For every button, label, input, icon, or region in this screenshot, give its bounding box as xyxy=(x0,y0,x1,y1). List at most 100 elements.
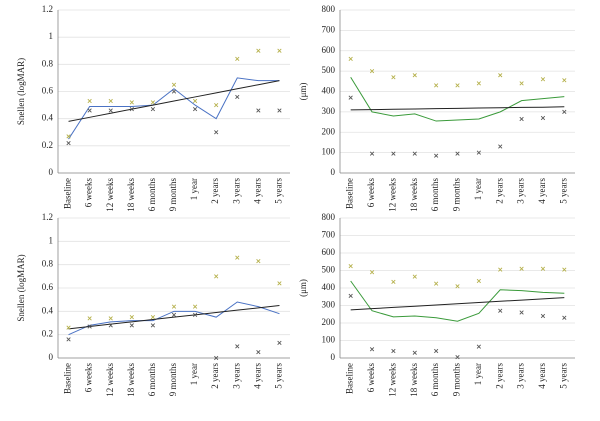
x-marker xyxy=(562,109,567,114)
x-marker xyxy=(66,140,71,146)
x-marker xyxy=(214,102,219,108)
x-tick-label: 2 years xyxy=(210,363,220,389)
y-tick-label: 0 xyxy=(49,167,54,177)
x-tick-label: 12 weeks xyxy=(387,178,397,212)
x-marker xyxy=(455,83,460,88)
x-marker xyxy=(108,98,113,104)
x-marker xyxy=(519,81,524,86)
x-marker xyxy=(562,78,567,83)
x-marker xyxy=(369,151,375,156)
x-marker xyxy=(434,281,439,286)
y-tick-label: 100 xyxy=(322,147,336,157)
x-marker xyxy=(434,153,439,158)
x-marker xyxy=(150,315,156,320)
x-tick-label: 6 weeks xyxy=(366,178,376,208)
x-tick-label: 18 weeks xyxy=(126,178,136,212)
x-tick-label: 2 years xyxy=(210,178,220,204)
x-marker xyxy=(455,151,460,156)
x-tick-label: 6 weeks xyxy=(84,363,94,393)
x-marker xyxy=(192,98,198,104)
x-tick-label: 5 years xyxy=(274,178,284,204)
x-tick-label: 2 years xyxy=(494,178,504,204)
x-marker xyxy=(171,89,177,94)
y-axis-label: (μm) xyxy=(298,83,308,101)
x-marker xyxy=(476,81,481,86)
x-marker xyxy=(108,108,113,113)
x-marker xyxy=(519,266,524,271)
x-marker xyxy=(171,82,177,87)
y-tick-label: 0.2 xyxy=(42,329,53,339)
x-marker xyxy=(476,150,481,155)
y-tick-label: 800 xyxy=(322,212,336,222)
x-marker xyxy=(129,107,134,112)
x-tick-label: 2 years xyxy=(494,363,504,389)
x-marker xyxy=(235,56,240,62)
x-marker xyxy=(214,355,219,361)
x-tick-label: 4 years xyxy=(537,363,547,389)
y-tick-label: 700 xyxy=(322,24,336,34)
x-marker xyxy=(455,355,460,360)
x-marker xyxy=(256,259,261,264)
y-tick-label: 1 xyxy=(49,31,54,41)
x-marker xyxy=(277,48,282,53)
y-tick-label: 0 xyxy=(49,352,54,362)
x-marker xyxy=(235,255,240,260)
y-axis-label: Snellen (logMAR) xyxy=(16,58,26,125)
x-marker xyxy=(498,267,503,272)
x-marker xyxy=(256,108,261,113)
x-tick-label: 1 year xyxy=(189,178,199,200)
x-marker xyxy=(66,134,71,139)
x-marker xyxy=(256,48,261,53)
y-tick-label: 500 xyxy=(322,65,336,75)
series-line xyxy=(68,77,280,140)
y-tick-label: 0.6 xyxy=(42,86,54,96)
x-tick-label: 1 year xyxy=(473,363,483,385)
x-marker xyxy=(150,323,156,328)
y-tick-label: 1.2 xyxy=(42,4,53,14)
x-tick-label: Baseline xyxy=(63,363,73,394)
x-tick-label: 1 year xyxy=(189,363,199,385)
x-marker xyxy=(519,116,524,122)
x-marker xyxy=(87,316,92,321)
x-marker xyxy=(129,100,134,105)
y-tick-label: 0.4 xyxy=(42,305,54,315)
x-tick-label: Baseline xyxy=(63,178,73,209)
x-tick-label: 9 months xyxy=(168,363,178,397)
x-marker xyxy=(108,323,113,328)
x-tick-label: 5 years xyxy=(558,178,568,204)
x-marker xyxy=(192,304,198,309)
x-marker xyxy=(277,340,282,345)
x-marker xyxy=(192,107,198,112)
x-marker xyxy=(412,350,417,355)
y-tick-label: 600 xyxy=(322,247,336,257)
y-tick-label: 600 xyxy=(322,45,336,55)
x-marker xyxy=(391,348,396,354)
x-marker xyxy=(348,95,353,100)
x-marker xyxy=(540,313,546,319)
x-marker xyxy=(235,344,240,349)
x-tick-label: 5 years xyxy=(558,363,568,389)
x-tick-label: Baseline xyxy=(345,178,355,209)
x-marker xyxy=(192,312,198,317)
x-marker xyxy=(369,347,375,352)
y-tick-label: 400 xyxy=(322,86,336,96)
x-marker xyxy=(519,310,524,315)
x-marker xyxy=(562,267,567,272)
y-axis-label: Snellen (logMAR) xyxy=(16,254,26,321)
x-marker xyxy=(348,264,353,269)
y-tick-label: 0.8 xyxy=(42,259,54,269)
series-line xyxy=(68,301,280,336)
x-marker xyxy=(498,308,503,313)
x-tick-label: 3 years xyxy=(516,363,526,389)
x-marker xyxy=(434,348,439,354)
x-tick-label: 6 months xyxy=(430,363,440,397)
x-marker xyxy=(476,344,481,349)
x-marker xyxy=(455,284,460,289)
x-marker xyxy=(129,315,134,320)
x-tick-label: 3 years xyxy=(516,178,526,204)
x-tick-label: 3 years xyxy=(231,178,241,204)
series-line xyxy=(350,106,565,111)
x-tick-label: 18 weeks xyxy=(126,363,136,397)
x-marker xyxy=(391,75,396,80)
x-marker xyxy=(369,270,375,275)
